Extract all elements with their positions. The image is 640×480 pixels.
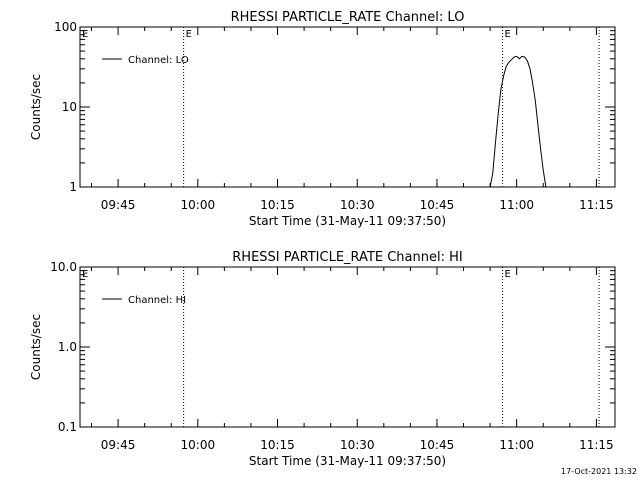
y-axis-label: Counts/sec xyxy=(29,314,43,380)
x-tick-label: 09:45 xyxy=(101,198,136,212)
x-tick-label: 11:15 xyxy=(579,438,614,452)
legend-label: Channel: HI xyxy=(128,295,186,306)
x-tick-label: 10:45 xyxy=(420,198,455,212)
corner-label: E xyxy=(82,269,88,280)
corner-label: E xyxy=(82,29,88,40)
x-tick-label: 11:00 xyxy=(499,198,534,212)
chart-title: RHESSI PARTICLE_RATE Channel: LO xyxy=(231,10,465,25)
legend-label: Channel: LO xyxy=(128,55,189,66)
y-axis-label: Counts/sec xyxy=(29,74,43,140)
chart-title: RHESSI PARTICLE_RATE Channel: HI xyxy=(232,250,462,265)
y-tick-label: 100 xyxy=(54,20,77,34)
x-axis-label: Start Time (31-May-11 09:37:50) xyxy=(249,454,446,468)
x-tick-label: 10:00 xyxy=(181,198,216,212)
x-tick-label: 09:45 xyxy=(101,438,136,452)
y-tick-label: 10.0 xyxy=(50,260,77,274)
y-tick-label: 0.1 xyxy=(58,420,77,434)
x-tick-label: 11:15 xyxy=(579,198,614,212)
x-axis-label: Start Time (31-May-11 09:37:50) xyxy=(249,214,446,228)
x-tick-label: 10:00 xyxy=(181,438,216,452)
event-line-label: E xyxy=(505,29,511,40)
x-tick-label: 10:15 xyxy=(260,198,295,212)
x-tick-label: 11:00 xyxy=(499,438,534,452)
x-tick-label: 10:30 xyxy=(340,438,375,452)
x-tick-label: 10:15 xyxy=(260,438,295,452)
plot-frame xyxy=(79,26,616,188)
x-tick-label: 10:45 xyxy=(420,438,455,452)
y-tick-label: 1 xyxy=(69,180,77,194)
footer-timestamp: 17-Oct-2021 13:32 xyxy=(561,467,637,476)
x-tick-label: 10:30 xyxy=(340,198,375,212)
plot-frame xyxy=(79,266,616,428)
series-line xyxy=(489,55,547,188)
y-tick-label: 1.0 xyxy=(58,340,77,354)
event-line-label: E xyxy=(186,29,192,40)
event-line-label: E xyxy=(505,269,511,280)
y-tick-label: 10 xyxy=(62,100,77,114)
